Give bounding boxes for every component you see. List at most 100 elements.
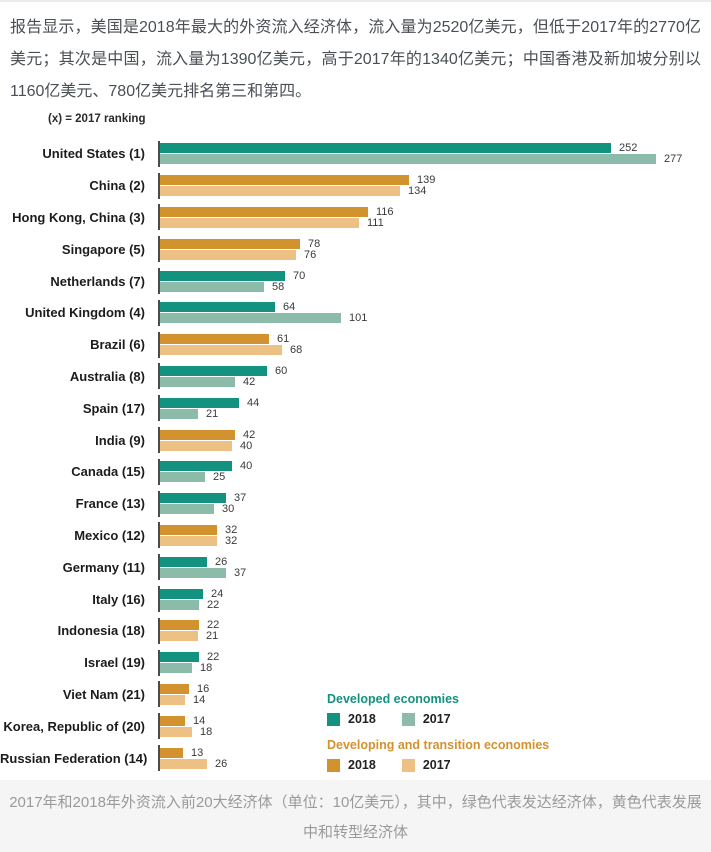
chart-row: Viet Nam (21) 16 14 [0, 679, 711, 711]
country-label: Mexico (12) [74, 527, 145, 543]
bar-group: 44 21 [160, 396, 260, 420]
bar-2018 [160, 365, 267, 376]
bar-line-2018: 78 [160, 238, 320, 250]
legend-title-developing: Developing and transition economies [327, 738, 550, 752]
country-label: Germany (11) [62, 559, 145, 575]
bar-value-2018: 116 [376, 205, 394, 218]
bar-value-2017: 42 [243, 375, 256, 388]
bar-group: 70 58 [160, 269, 306, 293]
bar-group: 22 21 [160, 619, 219, 643]
bar-value-2018: 64 [283, 301, 296, 314]
bar-line-2018: 14 [160, 714, 212, 727]
bar-line-2017: 37 [160, 567, 246, 579]
bar-value-2017: 18 [200, 662, 213, 675]
bar-value-2018: 24 [211, 587, 224, 600]
bar-line-2017: 134 [160, 185, 435, 197]
bar-line-2017: 21 [160, 408, 259, 420]
bar-2017 [160, 281, 264, 292]
bar-value-2018: 14 [193, 714, 206, 727]
country-label: Canada (15) [71, 464, 145, 480]
axis-tick [158, 490, 160, 517]
chart-row: Italy (16) 24 22 [0, 583, 711, 615]
bar-2018 [160, 747, 183, 758]
bar-line-2018: 60 [160, 365, 287, 377]
bar-2017 [160, 535, 217, 546]
bar-2018 [160, 524, 217, 535]
bar-value-2017: 21 [206, 630, 219, 643]
bar-value-2017: 101 [349, 312, 368, 325]
country-label: Australia (8) [69, 368, 145, 384]
bar-value-2018: 139 [417, 174, 436, 187]
legend-row-developed: 2018 2017 [327, 712, 587, 726]
bar-2017 [160, 186, 400, 197]
bar-2018 [160, 715, 185, 726]
bar-line-2017: 76 [160, 248, 320, 261]
legend-swatch-developing-2018-icon [327, 758, 340, 772]
bar-2018 [160, 588, 203, 599]
country-label: Israel (19) [84, 655, 145, 671]
bar-2017 [160, 567, 226, 578]
chart-row: Hong Kong, China (3) 116 111 [0, 202, 711, 234]
bar-line-2018: 16 [160, 683, 209, 695]
axis-tick [158, 236, 160, 263]
axis-tick [158, 363, 160, 390]
bar-line-2017: 32 [160, 535, 237, 547]
chart-legend: Developed economies 2018 2017 Developing… [327, 692, 587, 784]
chart-row: Indonesia (18) 22 21 [0, 615, 711, 647]
bar-2018 [160, 238, 300, 249]
bar-line-2018: 139 [160, 174, 436, 187]
country-label: Russian Federation (14) [0, 750, 148, 766]
bar-group: 60 42 [160, 365, 287, 388]
bar-line-2018: 13 [160, 747, 227, 759]
chart-row: Brazil (6) 61 68 [0, 329, 711, 361]
bar-value-2018: 44 [247, 396, 260, 409]
bar-value-2017: 30 [222, 503, 235, 516]
bar-value-2017: 25 [213, 471, 226, 484]
country-label: Indonesia (18) [57, 623, 145, 639]
bar-group: 64 101 [160, 301, 368, 325]
bar-group: 22 18 [160, 651, 219, 675]
bar-2017 [160, 154, 656, 165]
bar-value-2018: 70 [293, 269, 306, 282]
bar-group: 116 111 [160, 205, 394, 229]
bar-group: 24 22 [160, 587, 224, 611]
chart-row: China (2) 139 134 [0, 170, 711, 202]
country-label: Brazil (6) [90, 337, 145, 353]
bar-2017 [160, 249, 296, 260]
bar-group: 32 32 [160, 524, 237, 547]
bar-line-2017: 101 [160, 312, 368, 325]
country-label: France (13) [75, 496, 145, 512]
country-label: Netherlands (7) [50, 273, 145, 289]
bar-2018 [160, 493, 226, 504]
bar-line-2017: 68 [160, 344, 303, 357]
bar-line-2017: 111 [160, 216, 394, 229]
bar-2018 [160, 652, 199, 663]
axis-tick [158, 268, 160, 295]
bar-value-2017: 58 [272, 280, 285, 293]
bar-group: 13 26 [160, 747, 227, 770]
bar-value-2017: 68 [290, 344, 303, 357]
bar-value-2017: 40 [240, 439, 253, 452]
chart-row: Korea, Republic of (20) 14 18 [0, 710, 711, 742]
axis-tick [158, 649, 160, 676]
bar-line-2018: 22 [160, 651, 219, 663]
bar-line-2018: 252 [160, 142, 682, 154]
chart-row: Canada (15) 40 25 [0, 456, 711, 488]
chart-row: Russian Federation (14) 13 26 [0, 742, 711, 774]
bar-value-2018: 40 [240, 460, 253, 473]
bar-2017 [160, 376, 235, 387]
bar-group: 252 277 [160, 142, 682, 165]
bar-2018 [160, 334, 269, 345]
chart-caption: 2017年和2018年外资流入前20大经济体（单位：10亿美元），其中，绿色代表… [0, 780, 711, 852]
chart-rows: United States (1) 252 277 China (2) 139 134 Ho… [0, 138, 711, 774]
bar-value-2018: 42 [243, 428, 256, 441]
country-label: Spain (17) [82, 400, 145, 416]
bar-value-2017: 111 [367, 216, 384, 229]
bar-group: 16 14 [160, 683, 209, 706]
bar-value-2017: 76 [304, 248, 317, 261]
bar-line-2018: 70 [160, 269, 306, 282]
bar-group: 37 30 [160, 492, 246, 516]
bar-2017 [160, 408, 198, 419]
bar-group: 42 40 [160, 428, 256, 452]
